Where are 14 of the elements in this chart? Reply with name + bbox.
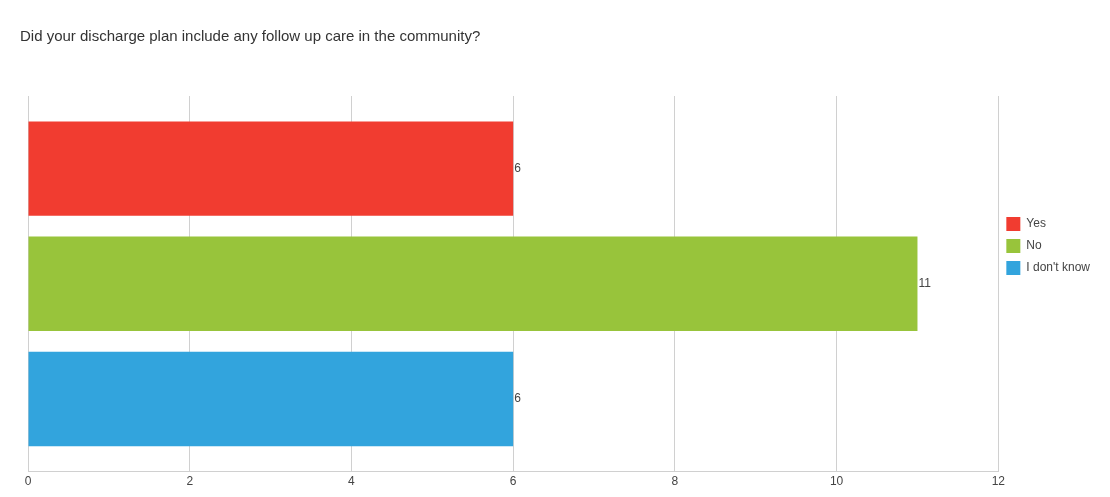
x-tick-label: 4 <box>348 474 356 489</box>
data-label: 6 <box>514 160 522 175</box>
x-tick-label: 12 <box>991 474 1006 489</box>
data-label: 6 <box>514 391 522 406</box>
x-tick-label: 2 <box>186 474 194 489</box>
legend-label: No <box>1026 238 1042 253</box>
data-label: 11 <box>918 276 932 291</box>
legend-label: I don't know <box>1026 260 1091 275</box>
x-tick-label: 0 <box>24 474 32 489</box>
x-tick-label: 6 <box>509 474 517 489</box>
legend-label: Yes <box>1026 216 1046 231</box>
x-tick-label: 8 <box>671 474 679 489</box>
chart-title: Did your discharge plan include any follow up care in the community? <box>20 27 481 45</box>
x-tick-label: 10 <box>829 474 844 489</box>
